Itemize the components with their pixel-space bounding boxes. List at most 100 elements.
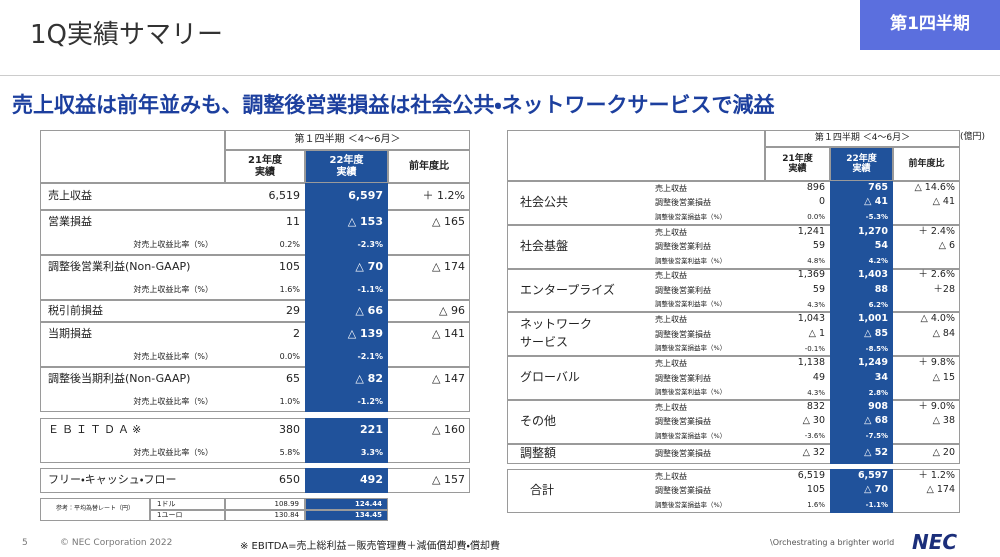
sub-label: 対売上収益比率（%） xyxy=(133,285,213,295)
sub-value-22: 3.3% xyxy=(360,448,383,458)
sub-value-21: 1.6% xyxy=(279,285,300,295)
value-21: 59 xyxy=(812,240,825,252)
value-diff: △ 165 xyxy=(432,215,465,229)
rate-22: 124.44 xyxy=(305,498,388,510)
value-22: 1,270 xyxy=(857,225,888,237)
column-header: 22年度 実績 xyxy=(305,150,388,183)
value-21: 49 xyxy=(812,371,825,383)
row-label: 調整後営業損益率（%） xyxy=(655,344,727,353)
value-22: -5.3% xyxy=(865,213,888,222)
divider xyxy=(0,75,1000,76)
unit: (億円) xyxy=(960,131,986,142)
segment-name-line: ネットワーク xyxy=(520,317,593,332)
value-21: △ 30 xyxy=(802,415,825,427)
value-diff: △ 15 xyxy=(932,371,955,383)
rate-21: 130.84 xyxy=(225,509,305,521)
value-22: △ 70 xyxy=(864,484,888,496)
value-21: 1,138 xyxy=(797,357,825,369)
sub-value-22: -2.1% xyxy=(357,352,383,362)
value-22: △ 68 xyxy=(864,415,888,427)
row-label: 売上収益 xyxy=(655,271,687,281)
value-diff: △ 160 xyxy=(432,423,465,437)
segment-name-line: 社会公共 xyxy=(520,195,569,209)
blue-column xyxy=(305,300,388,322)
value-diff: △ 14.6% xyxy=(914,181,955,193)
sub-value-21: 5.8% xyxy=(279,448,300,458)
sub-value-21: 0.2% xyxy=(279,240,300,250)
sub-value-21: 1.0% xyxy=(279,397,300,407)
value-22: 1,249 xyxy=(857,357,888,369)
sub-value-22: -2.3% xyxy=(357,240,383,250)
value-diff: ＋ 9.8% xyxy=(918,357,955,369)
row-frame xyxy=(40,418,470,463)
value-22: -8.5% xyxy=(865,344,888,353)
rate-21: 108.99 xyxy=(225,498,305,510)
value-21: 896 xyxy=(806,181,825,193)
value-diff: △ 157 xyxy=(432,473,465,487)
row-label: 調整後営業利益率（%） xyxy=(655,300,727,309)
slide-title: 1Q実績サマリー xyxy=(30,20,224,50)
row-label: 調整後営業利益 xyxy=(655,373,711,383)
footnote: ※ EBITDA=売上総利益－販売管理費＋減価償却費・償却費 xyxy=(240,541,500,552)
segment-name-line: 合計 xyxy=(530,482,555,497)
row-frame xyxy=(40,255,470,300)
value-22: △ 85 xyxy=(864,327,888,339)
value-diff: ＋ 2.6% xyxy=(918,269,955,281)
segment-frame xyxy=(507,268,960,313)
value-21: 105 xyxy=(806,484,825,496)
value-diff: △ 20 xyxy=(932,447,955,459)
value-21: 4.3% xyxy=(807,388,825,397)
value-diff: △ 6 xyxy=(938,240,955,252)
segment-frame xyxy=(507,443,960,464)
column-header: 21年度 実績 xyxy=(765,147,830,181)
blue-column xyxy=(305,183,388,210)
segment-name: その他 xyxy=(520,400,650,444)
value-21: 6,519 xyxy=(268,189,301,203)
segment-name-line: サービス xyxy=(520,335,569,350)
blue-column xyxy=(305,255,388,300)
value-22: 4.2% xyxy=(868,257,888,266)
segment-name-line: グローバル xyxy=(520,370,580,385)
page-number: 5 xyxy=(22,538,28,548)
blue-column xyxy=(830,468,893,513)
row-label: 売上収益 xyxy=(655,315,687,325)
blue-column xyxy=(305,367,388,412)
column-header: 前年度比 xyxy=(388,150,470,183)
blue-column xyxy=(305,418,388,463)
row-frame xyxy=(40,367,470,412)
value-diff: ＋ 9.0% xyxy=(918,400,955,412)
value-21: 65 xyxy=(286,372,300,386)
value-diff: △ 4.0% xyxy=(920,313,955,325)
row-label: 調整後営業利益 xyxy=(655,285,711,295)
row-label: 調整後営業損益率（%） xyxy=(655,431,727,440)
header-blank xyxy=(40,130,225,183)
sub-value-22: -1.1% xyxy=(357,285,383,295)
value-diff: △ 96 xyxy=(439,303,465,317)
value-21: 4.3% xyxy=(807,301,825,310)
blue-column xyxy=(830,443,893,464)
segment-name: グローバル xyxy=(520,356,650,400)
sub-value-22: -1.2% xyxy=(357,397,383,407)
row-label: 調整後営業利益(Non-GAAP) xyxy=(48,260,191,274)
row-label: フリー・キャッシュ・フロー xyxy=(48,473,177,487)
period-header: 第１四半期 ＜4～6月＞ xyxy=(225,130,470,150)
segment-name: 調整額 xyxy=(520,444,650,464)
blue-column xyxy=(830,181,893,225)
value-21: 29 xyxy=(286,303,300,317)
segment-name: 社会公共 xyxy=(520,181,650,225)
value-diff: △ 174 xyxy=(432,260,465,274)
row-frame xyxy=(40,210,470,255)
headline: 売上収益は前年並みも、調整後営業損益は社会公共・ネットワークサービスで減益 xyxy=(12,93,775,117)
value-22: 6.2% xyxy=(868,301,888,310)
value-22: △ 153 xyxy=(347,215,383,229)
blue-column xyxy=(830,268,893,313)
segment-name: エンタープライズ xyxy=(520,269,650,313)
value-22: -7.5% xyxy=(865,432,888,441)
value-22: 54 xyxy=(874,240,888,252)
value-21: △ 32 xyxy=(802,447,825,459)
value-diff: △ 147 xyxy=(432,372,465,386)
value-21: 105 xyxy=(279,260,300,274)
row-label: 調整後営業損益率（%） xyxy=(655,212,727,221)
value-22: △ 70 xyxy=(355,260,383,274)
